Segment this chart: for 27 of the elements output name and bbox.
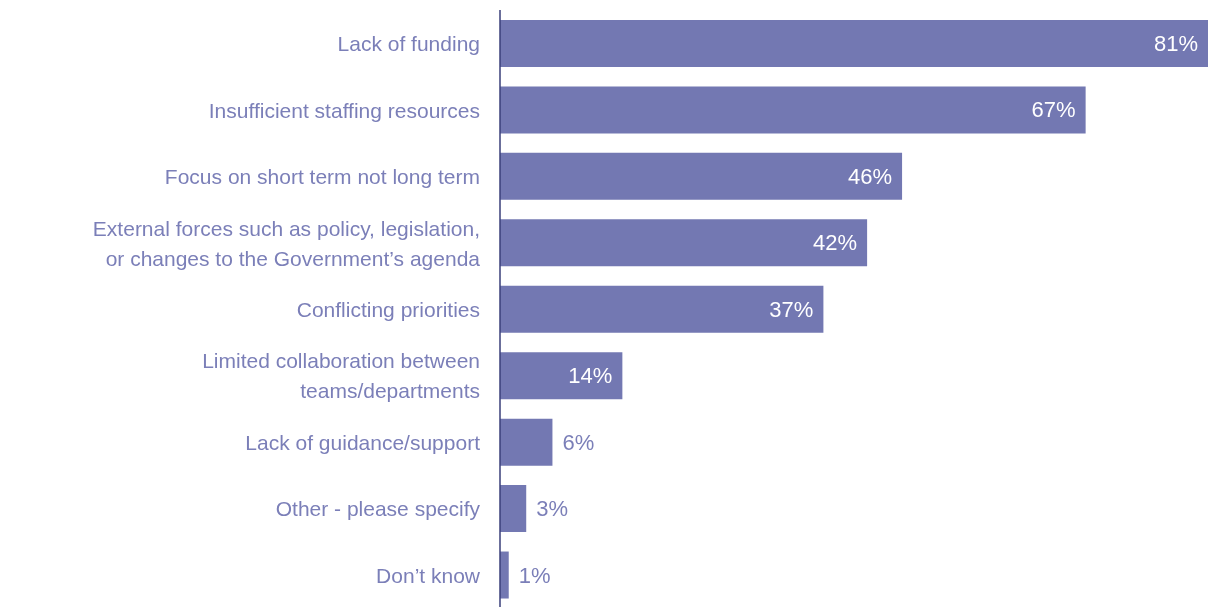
y-tick-label: Lack of guidance/support bbox=[245, 430, 481, 454]
bar bbox=[500, 551, 509, 599]
y-tick-label: External forces such as policy, legislation, or changes to the Government’s agenda bbox=[92, 216, 481, 270]
data-label: 6% bbox=[562, 429, 595, 455]
data-label: 1% bbox=[518, 562, 551, 588]
data-label: 14% bbox=[568, 363, 613, 389]
data-label: 46% bbox=[848, 163, 893, 189]
bar bbox=[500, 86, 1086, 134]
data-label: 67% bbox=[1031, 97, 1076, 123]
y-tick-label: Don’t know bbox=[376, 563, 481, 587]
bar bbox=[500, 285, 824, 333]
y-tick-label: Other - please specify bbox=[275, 496, 481, 520]
data-label: 3% bbox=[536, 496, 569, 522]
bar bbox=[500, 219, 868, 267]
y-tick-label: Conflicting priorities bbox=[296, 297, 480, 321]
bar bbox=[500, 352, 623, 400]
y-tick-label: Lack of funding bbox=[337, 31, 480, 55]
bar bbox=[500, 152, 903, 200]
data-label: 81% bbox=[1153, 30, 1198, 56]
y-tick-label: Focus on short term not long term bbox=[164, 164, 480, 188]
bar bbox=[500, 485, 527, 533]
bar bbox=[500, 418, 553, 466]
data-label: 42% bbox=[813, 230, 858, 256]
bar bbox=[500, 19, 1208, 67]
y-tick-label: Insufficient staffing resources bbox=[208, 98, 480, 122]
data-label: 37% bbox=[769, 296, 814, 322]
y-tick-label: Limited collaboration between teams/departments bbox=[202, 348, 480, 402]
